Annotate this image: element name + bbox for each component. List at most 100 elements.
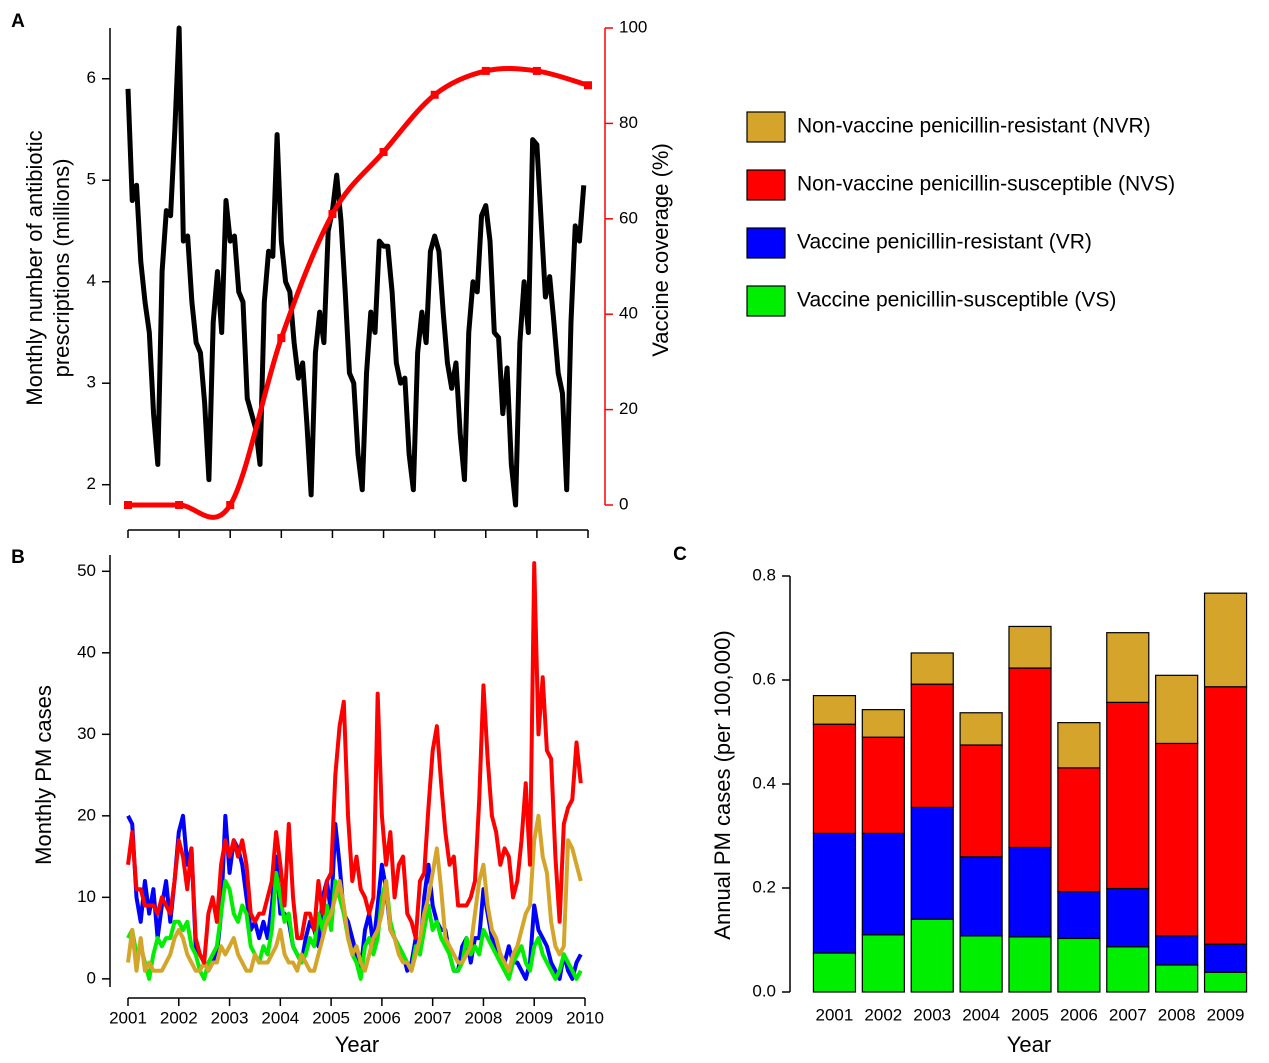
y2-tick-label: 0 — [619, 494, 628, 513]
bar-segment — [959, 712, 1003, 746]
y-tick-label: 30 — [77, 724, 96, 743]
data-point — [175, 501, 184, 509]
bar-segment — [812, 832, 857, 954]
bar-segment — [1155, 742, 1199, 937]
y-tick-label: 10 — [77, 887, 96, 906]
bar-segment — [1155, 674, 1199, 745]
data-point — [328, 210, 337, 219]
y2-tick-label: 80 — [619, 113, 638, 132]
y-tick-label: 0.6 — [752, 669, 776, 688]
y2-axis-title: Vaccine coverage (%) — [648, 143, 673, 357]
bar-segment — [861, 709, 905, 738]
x-tick-label: 2004 — [261, 1008, 299, 1027]
y2-tick-label: 40 — [619, 304, 638, 323]
data-point — [277, 334, 286, 343]
bar-segment — [1106, 701, 1150, 890]
y2-tick-label: 60 — [619, 208, 638, 227]
bar-segment — [861, 934, 905, 993]
x-tick-label: 2008 — [1158, 1005, 1196, 1024]
y-tick-label: 0.4 — [752, 773, 776, 792]
y-axis-title: Monthly number of antibiotic — [22, 130, 47, 405]
bar-segment — [812, 723, 857, 835]
bar-segment — [812, 952, 857, 993]
bar-segment — [1008, 936, 1052, 993]
bar-segment — [861, 736, 905, 835]
panel-label: A — [11, 11, 25, 32]
panel-label: C — [673, 544, 687, 565]
bar-segment — [1008, 667, 1052, 849]
bar-segment — [1203, 592, 1248, 688]
bar-segment — [1106, 946, 1150, 993]
data-point — [532, 66, 541, 75]
data-point — [481, 66, 490, 75]
x-tick-label: 2008 — [465, 1008, 503, 1027]
y2-tick-label: 20 — [619, 399, 638, 418]
y-tick-label: 5 — [87, 170, 96, 189]
bar-segment — [1057, 891, 1101, 940]
data-point — [379, 148, 388, 157]
data-point — [124, 501, 132, 509]
x-tick-label: 2002 — [864, 1005, 902, 1024]
data-line — [126, 870, 583, 981]
bar-segment — [910, 683, 954, 808]
y-tick-label: 20 — [77, 805, 96, 824]
bar-segment — [910, 918, 954, 993]
x-tick-label: 2009 — [1207, 1005, 1245, 1024]
x-tick-label: 2003 — [211, 1008, 249, 1027]
x-tick-label: 2006 — [1060, 1005, 1098, 1024]
legend-label: Vaccine penicillin-susceptible (VS) — [797, 289, 1116, 312]
y-tick-label: 6 — [87, 68, 96, 87]
bar-segment — [1008, 846, 1052, 938]
bar-segment — [959, 935, 1003, 993]
y-tick-label: 0.0 — [752, 981, 776, 1000]
bar-segment — [1155, 964, 1199, 993]
bar-segment — [959, 744, 1003, 858]
bar-segment — [1203, 943, 1248, 973]
bar-segment — [1106, 887, 1150, 948]
y-tick-label: 40 — [77, 642, 96, 661]
bar-segment — [910, 652, 954, 685]
bar-segment — [959, 856, 1003, 937]
legend-swatch — [746, 285, 786, 317]
bar-segment — [1203, 971, 1248, 993]
x-tick-label: 2007 — [414, 1008, 452, 1027]
y-tick-label: 0.2 — [752, 877, 776, 896]
bar-segment — [812, 694, 857, 725]
y-tick-label: 0 — [87, 968, 96, 987]
y-axis-title: prescriptions (millions) — [49, 159, 74, 378]
x-tick-label: 2005 — [312, 1008, 350, 1027]
x-tick-label: 2004 — [962, 1005, 1000, 1024]
data-point — [584, 81, 592, 90]
x-tick-label: 2001 — [816, 1005, 854, 1024]
panel-label: B — [11, 547, 25, 568]
y-tick-label: 50 — [77, 561, 96, 580]
y-axis-title: Monthly PM cases — [31, 685, 56, 865]
x-tick-label: 2006 — [363, 1008, 401, 1027]
x-tick-label: 2005 — [1011, 1005, 1049, 1024]
y-axis-title: Annual PM cases (per 100,000) — [710, 630, 735, 939]
y-tick-label: 4 — [87, 271, 96, 290]
legend-label: Non-vaccine penicillin-susceptible (NVS) — [797, 173, 1175, 196]
data-point — [430, 90, 439, 99]
legend-swatch — [746, 169, 786, 201]
x-axis-title: Year — [335, 1032, 379, 1057]
legend-label: Vaccine penicillin-resistant (VR) — [797, 231, 1092, 254]
bar-segment — [861, 832, 905, 936]
legend-swatch — [746, 227, 786, 259]
data-line — [125, 25, 587, 508]
bar-segment — [1057, 937, 1101, 993]
x-tick-label: 2001 — [109, 1008, 147, 1027]
bar-segment — [1106, 632, 1150, 703]
x-tick-label: 2009 — [515, 1008, 553, 1027]
x-tick-label: 2002 — [160, 1008, 198, 1027]
legend-label: Non-vaccine penicillin-resistant (NVR) — [797, 115, 1151, 138]
bar-segment — [1057, 767, 1101, 893]
data-point — [226, 501, 235, 509]
y2-tick-label: 100 — [619, 17, 647, 36]
y-tick-label: 2 — [87, 474, 96, 493]
data-line — [126, 561, 583, 965]
legend-swatch — [746, 111, 786, 143]
bar-segment — [1057, 722, 1101, 769]
x-tick-label: 2007 — [1109, 1005, 1147, 1024]
